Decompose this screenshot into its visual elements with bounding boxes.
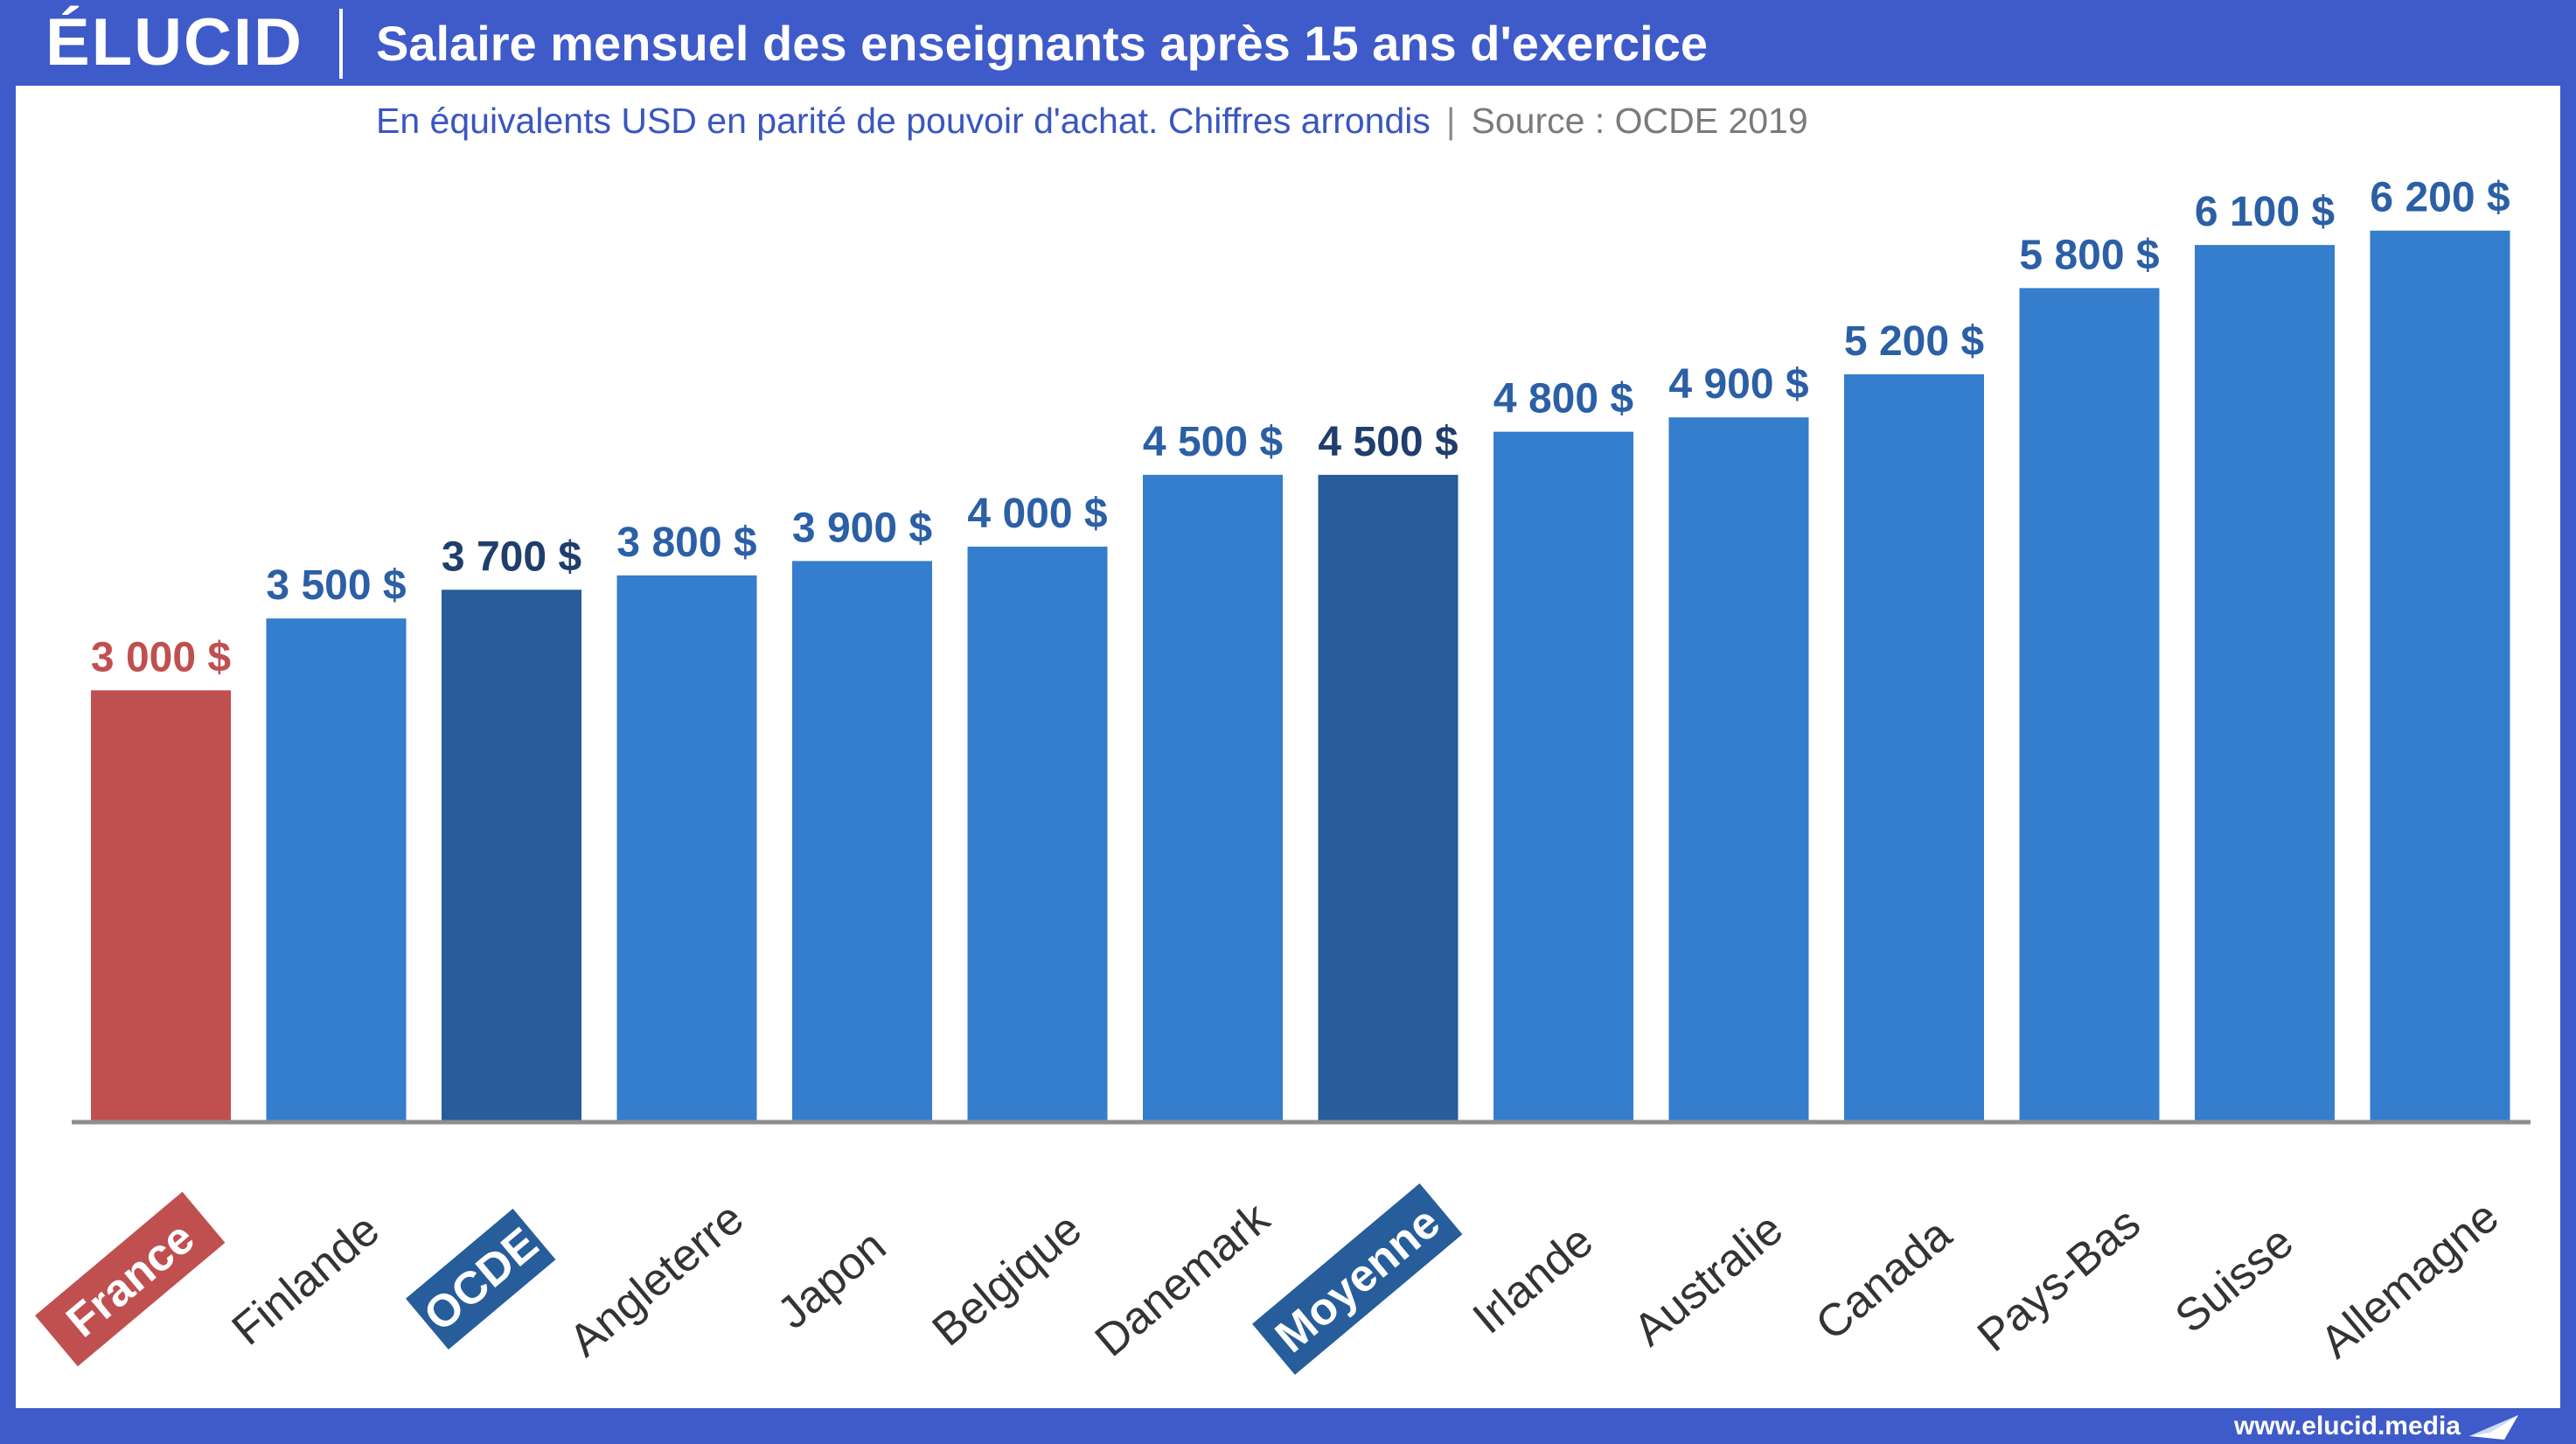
bar-chart: 3 000 $ France 3 500 $ Finlande 3 700 $ OCDE 3… <box>35 175 2531 1375</box>
category-label: Japon <box>768 1220 895 1339</box>
bar-allemagne <box>2370 230 2510 1121</box>
category-label: Pays-Bas <box>1968 1197 2150 1361</box>
footer-url: www.elucid.media <box>2234 1412 2461 1441</box>
category-label: Belgique <box>923 1203 1091 1357</box>
bar-moyenne <box>1318 474 1459 1121</box>
category-label-group: Irlande <box>1464 1216 1603 1344</box>
category-label: Australie <box>1625 1203 1793 1356</box>
category-tag <box>1252 1183 1463 1375</box>
value-label: 5 200 $ <box>1844 318 1984 365</box>
bar-france <box>91 690 231 1121</box>
bar-canada <box>1844 373 1984 1121</box>
bar-ocde <box>442 589 581 1121</box>
category-label: Danemark <box>1086 1192 1280 1366</box>
bar-danemark <box>1143 474 1283 1121</box>
value-label: 3 800 $ <box>616 520 756 566</box>
bar-suisse <box>2195 245 2335 1121</box>
value-label: 4 800 $ <box>1493 376 1633 422</box>
value-label: 3 500 $ <box>266 562 406 609</box>
category-label-group: Japon <box>768 1220 895 1339</box>
bar-angleterre <box>616 575 757 1121</box>
footer-bar: www.elucid.media <box>0 1408 2576 1444</box>
category-label: Irlande <box>1464 1216 1603 1344</box>
category-label: Canada <box>1807 1209 1961 1350</box>
bar-pays-bas <box>2019 288 2160 1121</box>
subtitle-text: En équivalents USD en parité de pouvoir … <box>376 101 1431 141</box>
value-label: 6 200 $ <box>2370 175 2510 221</box>
bar-belgique <box>967 547 1108 1121</box>
category-label: Suisse <box>2166 1217 2303 1343</box>
value-label: 5 800 $ <box>2019 232 2159 278</box>
category-label-group: Allemagne <box>2311 1191 2509 1368</box>
category-label-group: Angleterre <box>560 1193 753 1367</box>
value-label: 3 900 $ <box>792 505 932 551</box>
subtitle-separator: | <box>1445 101 1456 141</box>
category-label-group: Finlande <box>223 1204 389 1356</box>
category-tag <box>35 1191 226 1367</box>
header-bar: ÉLUCID Salaire mensuel des enseignants a… <box>0 0 2576 86</box>
category-tag <box>406 1208 556 1350</box>
category-label-group: Belgique <box>923 1203 1091 1357</box>
source-text: Source : OCDE 2019 <box>1471 101 1808 141</box>
value-label: 4 500 $ <box>1318 419 1458 465</box>
category-label-group: Moyenne <box>1252 1183 1463 1375</box>
value-label: 3 000 $ <box>91 634 231 680</box>
category-label: Moyenne <box>1266 1197 1450 1363</box>
paper-plane-icon <box>2469 1415 2518 1440</box>
category-label-group: France <box>35 1191 226 1367</box>
category-label-group: Suisse <box>2166 1217 2303 1343</box>
category-label-group: Australie <box>1625 1203 1793 1356</box>
bar-australie <box>1668 417 1809 1121</box>
bar-irlande <box>1493 431 1633 1121</box>
value-label: 3 700 $ <box>442 534 581 580</box>
logo-divider <box>339 9 343 79</box>
category-label-group: OCDE <box>406 1208 556 1350</box>
chart-title: Salaire mensuel des enseignants après 15… <box>376 16 1709 71</box>
value-label: 4 500 $ <box>1143 419 1283 465</box>
value-label: 4 900 $ <box>1668 361 1808 408</box>
category-label: Finlande <box>223 1204 389 1356</box>
bar-finlande <box>266 618 407 1121</box>
category-label: Angleterre <box>560 1193 753 1367</box>
elucid-logo: ÉLUCID <box>45 5 303 80</box>
category-label-group: Danemark <box>1086 1192 1280 1366</box>
chart-panel: 3 000 $ France 3 500 $ Finlande 3 700 $ OCDE 3… <box>16 86 2560 1408</box>
category-label: Allemagne <box>2311 1191 2509 1368</box>
category-label-group: Canada <box>1807 1209 1961 1350</box>
value-label: 6 100 $ <box>2195 189 2335 235</box>
category-label-group: Pays-Bas <box>1968 1197 2150 1361</box>
bar-japon <box>792 561 932 1121</box>
value-label: 4 000 $ <box>967 491 1107 537</box>
chart-subtitle: En équivalents USD en parité de pouvoir … <box>376 96 1808 145</box>
